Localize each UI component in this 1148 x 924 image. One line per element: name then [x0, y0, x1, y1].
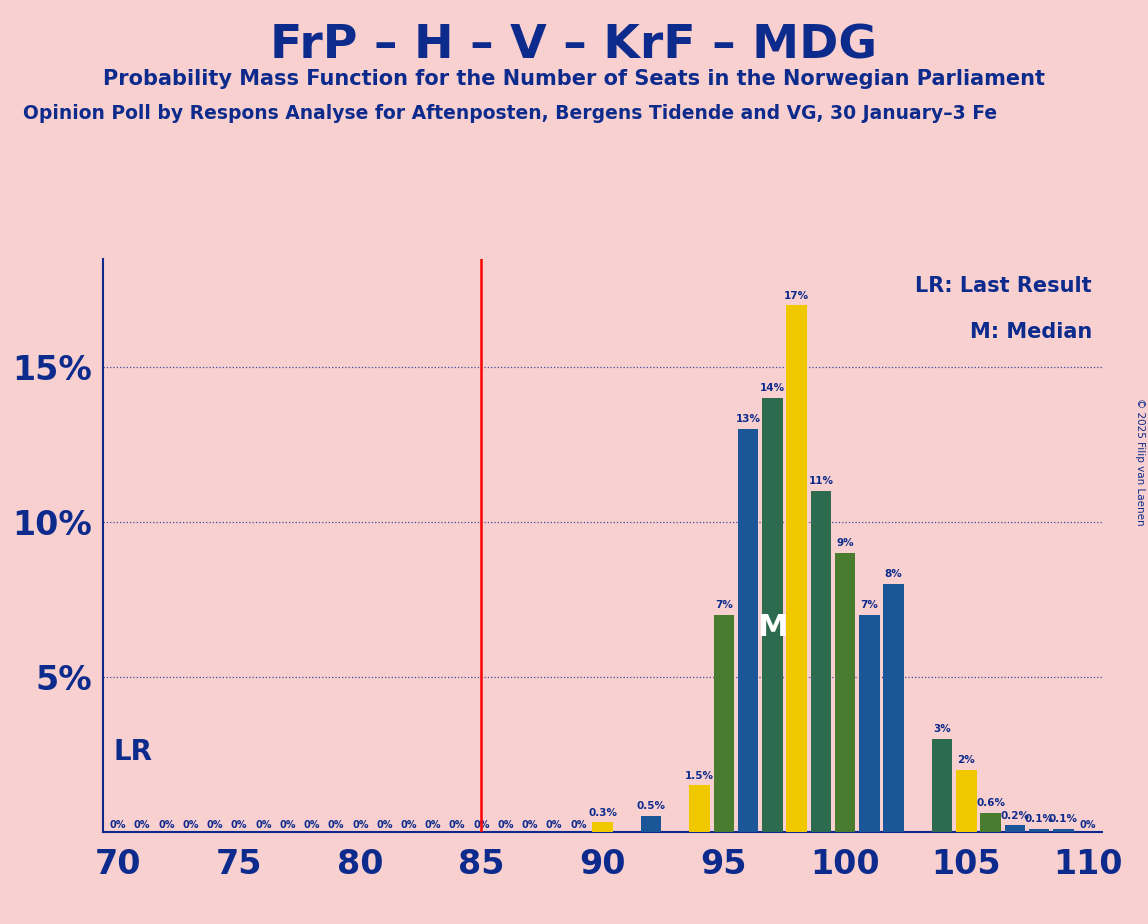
Text: 0%: 0% [158, 821, 174, 830]
Bar [835, 553, 855, 832]
Bar [714, 614, 735, 832]
Bar [738, 429, 759, 832]
Text: Probability Mass Function for the Number of Seats in the Norwegian Parliament: Probability Mass Function for the Number… [103, 69, 1045, 90]
Text: 2%: 2% [957, 755, 975, 765]
Text: 1.5%: 1.5% [685, 771, 714, 781]
Text: 0%: 0% [497, 821, 514, 830]
Text: M: M [758, 614, 788, 642]
Text: 0%: 0% [279, 821, 296, 830]
Text: 14%: 14% [760, 383, 785, 394]
Text: 0%: 0% [1079, 821, 1096, 830]
Bar [810, 491, 831, 832]
Text: 0%: 0% [255, 821, 272, 830]
Text: 0%: 0% [571, 821, 587, 830]
Text: 0.6%: 0.6% [976, 798, 1004, 808]
Text: M: Median: M: Median [970, 322, 1092, 342]
Text: 0%: 0% [352, 821, 369, 830]
Text: 0%: 0% [377, 821, 393, 830]
Bar [1029, 829, 1049, 832]
Bar [1053, 829, 1073, 832]
Text: 0%: 0% [109, 821, 126, 830]
Text: FrP – H – V – KrF – MDG: FrP – H – V – KrF – MDG [271, 23, 877, 68]
Bar [641, 816, 661, 832]
Text: Opinion Poll by Respons Analyse for Aftenposten, Bergens Tidende and VG, 30 Janu: Opinion Poll by Respons Analyse for Afte… [23, 104, 998, 124]
Bar [786, 305, 807, 832]
Text: 13%: 13% [736, 414, 761, 424]
Bar [592, 822, 613, 832]
Bar [883, 584, 903, 832]
Text: 0%: 0% [303, 821, 320, 830]
Text: 0%: 0% [183, 821, 199, 830]
Text: 0%: 0% [449, 821, 465, 830]
Text: 11%: 11% [808, 477, 833, 486]
Bar [980, 813, 1001, 832]
Text: 0%: 0% [401, 821, 417, 830]
Bar [689, 785, 709, 832]
Text: 0%: 0% [231, 821, 247, 830]
Text: 0.1%: 0.1% [1024, 814, 1054, 824]
Bar [956, 770, 977, 832]
Text: 8%: 8% [885, 569, 902, 579]
Text: 9%: 9% [836, 539, 854, 548]
Bar [762, 398, 783, 832]
Text: 0%: 0% [328, 821, 344, 830]
Text: © 2025 Filip van Laenen: © 2025 Filip van Laenen [1134, 398, 1145, 526]
Bar [859, 614, 879, 832]
Text: 0.1%: 0.1% [1049, 814, 1078, 824]
Text: 3%: 3% [933, 724, 951, 734]
Text: 0%: 0% [546, 821, 563, 830]
Bar [932, 738, 953, 832]
Text: 17%: 17% [784, 290, 809, 300]
Text: 7%: 7% [715, 601, 732, 610]
Text: 0%: 0% [425, 821, 441, 830]
Text: 0%: 0% [207, 821, 223, 830]
Text: 0.2%: 0.2% [1000, 810, 1030, 821]
Text: LR: LR [114, 737, 153, 766]
Text: 0.3%: 0.3% [588, 808, 618, 818]
Text: 7%: 7% [860, 601, 878, 610]
Text: 0%: 0% [521, 821, 538, 830]
Text: LR: Last Result: LR: Last Result [915, 276, 1092, 296]
Text: 0%: 0% [134, 821, 150, 830]
Text: 0.5%: 0.5% [637, 801, 666, 811]
Text: 0%: 0% [473, 821, 490, 830]
Bar [1004, 825, 1025, 832]
